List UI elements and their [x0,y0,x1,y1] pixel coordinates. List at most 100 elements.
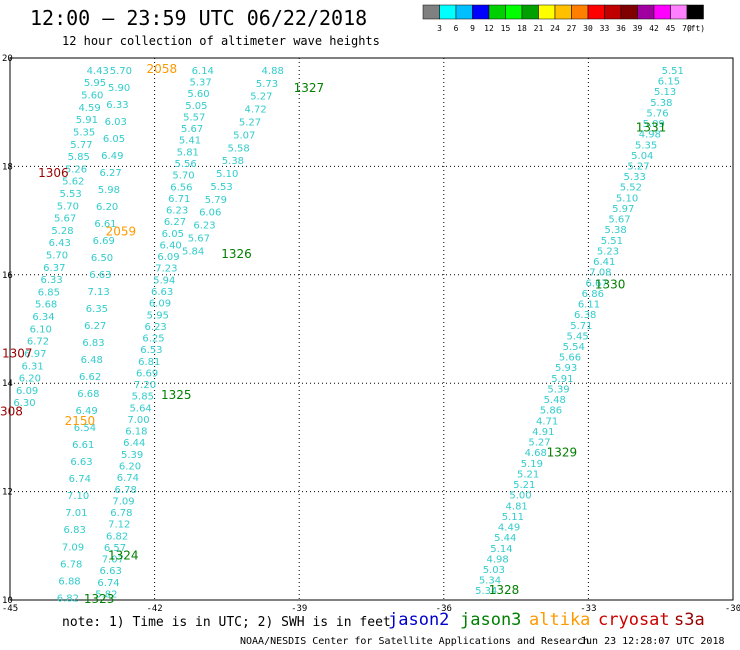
color-swatch [538,4,556,20]
swh-value: 6.72 [27,337,49,348]
swh-value: 7.00 [127,415,149,426]
pass-labels: 2058 1327 1306 2059 1326 1307 1325 1308 2150 1324… [0,62,666,606]
swh-value: 5.33 [624,172,646,183]
swh-value: 7.08 [589,268,611,279]
swh-value: 5.64 [130,403,152,414]
swh-value: 5.19 [521,459,543,470]
swh-value: 6.49 [101,151,123,162]
swh-value: 5.10 [216,169,238,180]
swh-value: 4.68 [525,448,547,459]
swh-value: 5.27 [239,117,261,128]
swh-value: 5.53 [59,189,81,200]
swh-value: 6.05 [103,134,125,145]
swh-value: 5.57 [183,112,205,123]
swh-value: 5.86 [540,406,562,417]
swh-value: 6.35 [86,304,108,315]
color-scale-label: 21 [534,24,544,33]
swh-value: 6.11 [578,300,600,311]
y-tick-label: 10 [2,596,13,606]
y-tick-label: 16 [2,271,13,281]
color-swatch [653,4,671,20]
swh-value: 6.33 [106,100,128,111]
color-swatch [637,4,655,20]
y-tick-label: 18 [2,162,13,172]
footer-note: note: 1) Time is in UTC; 2) SWH is in fe… [62,615,391,630]
swh-value: 5.44 [494,533,516,544]
color-swatch [571,4,589,20]
swh-value: 5.82 [95,589,117,600]
swh-value: 6.83 [82,338,104,349]
swh-value: 5.67 [181,124,203,135]
swh-value: 5.14 [490,544,512,555]
swh-value: 6.18 [125,427,147,438]
color-scale-label: 9 [470,24,475,33]
swh-value: 6.97 [24,349,46,360]
swh-value: 5.11 [502,512,524,523]
swh-value: 4.98 [639,130,661,141]
swh-value: 5.34 [479,576,501,587]
swh-value: 5.70 [172,171,194,182]
swh-value: 5.71 [570,321,592,332]
color-scale-label: 42 [649,24,659,33]
swh-value: 6.30 [13,398,35,409]
swh-value: 7.07 [102,555,124,566]
x-tick-label: -30 [725,604,740,614]
swh-value: 6.88 [58,576,80,587]
swh-value: 6.27 [84,321,106,332]
color-scale-label: 12 [484,24,494,33]
swh-value: 5.00 [509,491,531,502]
swh-value: 6.67 [585,278,607,289]
color-swatch [505,4,523,20]
swh-value: 4.59 [78,103,100,114]
satellite-legend: jason2 jason3 altika cryosat s3a [388,610,705,630]
swh-value: 6.09 [149,299,171,310]
swh-value: 7.10 [67,491,89,502]
swh-value: 5.84 [182,246,204,257]
swh-value: 6.43 [49,238,71,249]
swh-value: 6.63 [151,287,173,298]
swh-value: 6.78 [110,508,132,519]
swh-value: 6.74 [97,578,119,589]
pass-number-label: 2059 [106,224,137,238]
color-scale-label: 36 [616,24,626,33]
swh-value: 6.38 [574,310,596,321]
swh-value: 5.37 [190,78,212,89]
swh-value: 6.20 [19,374,41,385]
swh-value: 5.77 [70,140,92,151]
swh-value: 5.21 [517,469,539,480]
swh-value: 5.26 [65,164,87,175]
footer-credit: NOAA/NESDIS Center for Satellite Applica… [240,636,589,647]
swh-value: 5.81 [177,147,199,158]
swh-value: 4.88 [262,66,284,77]
swh-value: 5.68 [35,300,57,311]
swh-value: 5.62 [62,177,84,188]
swh-value: 5.48 [544,395,566,406]
swh-value: 6.62 [79,372,101,383]
swh-value: 4.98 [487,554,509,565]
legend-cryosat: cryosat [598,610,670,630]
swh-value: 5.27 [250,92,272,103]
color-swatch [686,4,704,20]
swh-value: 5.95 [84,78,106,89]
swh-value: 6.40 [160,240,182,251]
pass-number-label: 1328 [489,583,520,597]
color-swatch [620,4,638,20]
swh-value: 6.25 [142,334,164,345]
swh-value: 4.81 [506,501,528,512]
swh-value: 5.28 [51,226,73,237]
swh-value: 6.20 [119,462,141,473]
legend-jason2: jason2 [388,610,449,630]
swh-value: 5.70 [57,201,79,212]
swh-value: 6.63 [100,566,122,577]
color-scale-label: 33 [600,24,610,33]
swh-value: 5.10 [616,193,638,204]
color-scale-label: 24 [550,24,560,33]
legend-altika: altika [529,610,590,630]
swh-value: 6.33 [40,275,62,286]
swh-value: 5.66 [559,353,581,364]
swh-value: 6.27 [164,217,186,228]
swh-value: 5.85 [132,392,154,403]
swh-value: 7.09 [112,496,134,507]
pass-number-label: 1330 [595,278,626,292]
swh-value: 6.06 [199,208,221,219]
